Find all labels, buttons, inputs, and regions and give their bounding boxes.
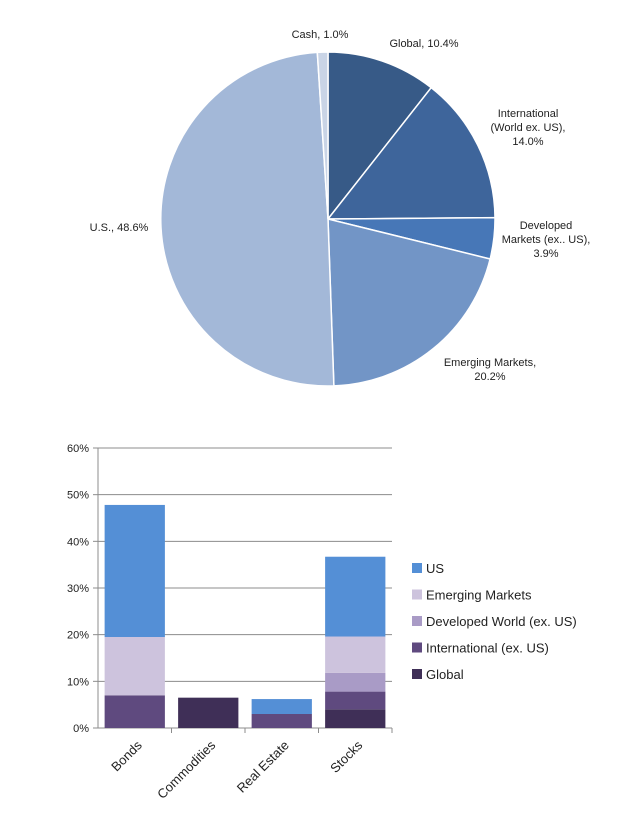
pie-slice-label: International (World ex. US), 14.0% bbox=[491, 108, 566, 148]
pie-slice-label: U.S., 48.6% bbox=[90, 222, 149, 234]
stacked-bar-chart: 0% 10% 20% 30% 40% 50% 60% Bonds Commodities Real… bbox=[67, 443, 577, 802]
pie-slice-label-line: Cash, 1.0% bbox=[292, 29, 349, 41]
pie-slice-label-line: Markets (ex.. US), bbox=[502, 234, 591, 246]
pie-slice bbox=[327, 218, 492, 387]
y-tick-label: 30% bbox=[67, 583, 89, 595]
pie-slice-label-line: 3.9% bbox=[533, 248, 558, 260]
pie-slice-label: Developed Markets (ex.. US), 3.9% bbox=[502, 220, 591, 260]
pie-slice-label: Global, 10.4% bbox=[389, 38, 458, 50]
pie-slice-label-line: Global, 10.4% bbox=[389, 38, 458, 50]
pie-slice-label-line: (World ex. US), bbox=[491, 122, 566, 134]
legend-label: Emerging Markets bbox=[426, 588, 532, 603]
bar-segment bbox=[104, 504, 165, 637]
bar-segment bbox=[104, 695, 165, 728]
legend-label: Global bbox=[426, 667, 464, 682]
pie-chart: Global, 10.4% International (World ex. US)… bbox=[90, 29, 591, 387]
pie-slice-label: Emerging Markets, 20.2% bbox=[444, 357, 536, 383]
bar-segment bbox=[325, 636, 386, 673]
pie-slice-label-line: 20.2% bbox=[474, 371, 505, 383]
legend-swatch bbox=[412, 642, 422, 653]
bar-segment bbox=[251, 714, 312, 728]
legend-label: US bbox=[426, 561, 444, 576]
bar-segment bbox=[325, 556, 386, 637]
pie-slice-label-line: Developed bbox=[520, 220, 573, 232]
x-category-label: Real Estate bbox=[234, 738, 292, 796]
bar-segment bbox=[325, 691, 386, 710]
y-tick-label: 40% bbox=[67, 536, 89, 548]
legend-swatch bbox=[412, 563, 422, 573]
x-category-label: Commodities bbox=[154, 737, 219, 802]
legend-swatch bbox=[412, 589, 422, 600]
pie-slice bbox=[316, 51, 329, 220]
pie-slice-label-line: 14.0% bbox=[512, 136, 543, 148]
bar-segment bbox=[104, 637, 165, 696]
bar-segment bbox=[325, 709, 386, 728]
y-tick-label: 0% bbox=[73, 723, 89, 735]
y-tick-label: 60% bbox=[67, 443, 89, 455]
x-category-label: Bonds bbox=[108, 737, 145, 774]
legend-swatch bbox=[412, 616, 422, 626]
legend-label: Developed World (ex. US) bbox=[426, 614, 577, 629]
pie-slice-label: Cash, 1.0% bbox=[292, 29, 349, 41]
bar-segment bbox=[325, 672, 386, 692]
x-category-label: Stocks bbox=[327, 737, 366, 776]
pie-slice bbox=[327, 51, 433, 222]
pie-slice bbox=[160, 51, 335, 387]
bar-segment bbox=[178, 697, 239, 728]
bar-segment bbox=[251, 699, 312, 714]
y-tick-label: 20% bbox=[67, 630, 89, 642]
legend-swatch bbox=[412, 669, 422, 679]
legend-label: International (ex. US) bbox=[426, 641, 549, 656]
pie-slice-label-line: Emerging Markets, bbox=[444, 357, 536, 369]
y-tick-label: 50% bbox=[67, 490, 89, 502]
pie-slice-label-line: International bbox=[498, 108, 559, 120]
pie-slice bbox=[326, 86, 496, 220]
y-tick-label: 10% bbox=[67, 676, 89, 688]
pie-slice-label-line: U.S., 48.6% bbox=[90, 222, 149, 234]
